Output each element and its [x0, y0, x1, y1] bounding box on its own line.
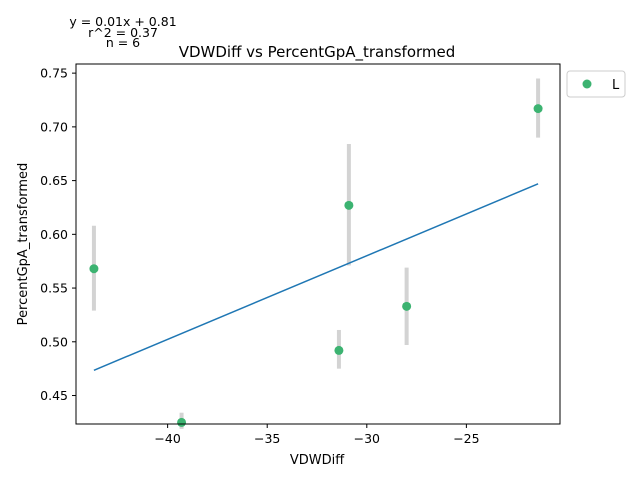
legend-frame [566, 70, 626, 98]
data-point [402, 301, 412, 311]
y-tick-label: 0.60 [40, 227, 68, 242]
data-point [177, 417, 187, 427]
y-tick-label: 0.55 [40, 281, 68, 296]
chart-title: VDWDiff vs PercentGpA_transformed [179, 43, 456, 62]
fit-line [93, 183, 539, 371]
x-tick-label: −25 [453, 431, 479, 446]
data-point [344, 200, 354, 210]
data-points [89, 104, 543, 427]
y-tick-label: 0.45 [40, 388, 68, 403]
x-tick-label: −30 [354, 431, 380, 446]
y-ticks: 0.45 0.50 0.55 0.60 0.65 0.70 0.75 [40, 66, 76, 403]
legend: L [566, 70, 626, 98]
data-point [334, 345, 344, 355]
plot-area: −40 −35 −30 −25 0.45 0.50 0.55 0.60 0.65 0.70 0.7… [40, 63, 561, 446]
y-tick-label: 0.50 [40, 334, 68, 349]
y-axis-label: PercentGpA_transformed [16, 163, 31, 326]
x-ticks: −40 −35 −30 −25 [154, 424, 480, 446]
legend-marker [582, 79, 592, 89]
data-point [89, 264, 99, 274]
r-squared-annotation: r^2 = 0.37 [88, 25, 158, 40]
fit-equation-annotation: y = 0.01x + 0.81 [69, 14, 176, 29]
fit-line-group [93, 183, 539, 371]
y-tick-label: 0.65 [40, 173, 68, 188]
x-axis-label: VDWDiff [290, 453, 345, 468]
y-tick-label: 0.70 [40, 119, 68, 134]
axes-frame [75, 63, 561, 425]
data-point [533, 104, 543, 114]
x-tick-label: −40 [154, 431, 180, 446]
n-count-annotation: n = 6 [106, 35, 140, 50]
y-tick-label: 0.75 [40, 66, 68, 81]
errorbars [91, 78, 541, 429]
x-tick-label: −35 [254, 431, 280, 446]
legend-label: L [612, 78, 620, 93]
